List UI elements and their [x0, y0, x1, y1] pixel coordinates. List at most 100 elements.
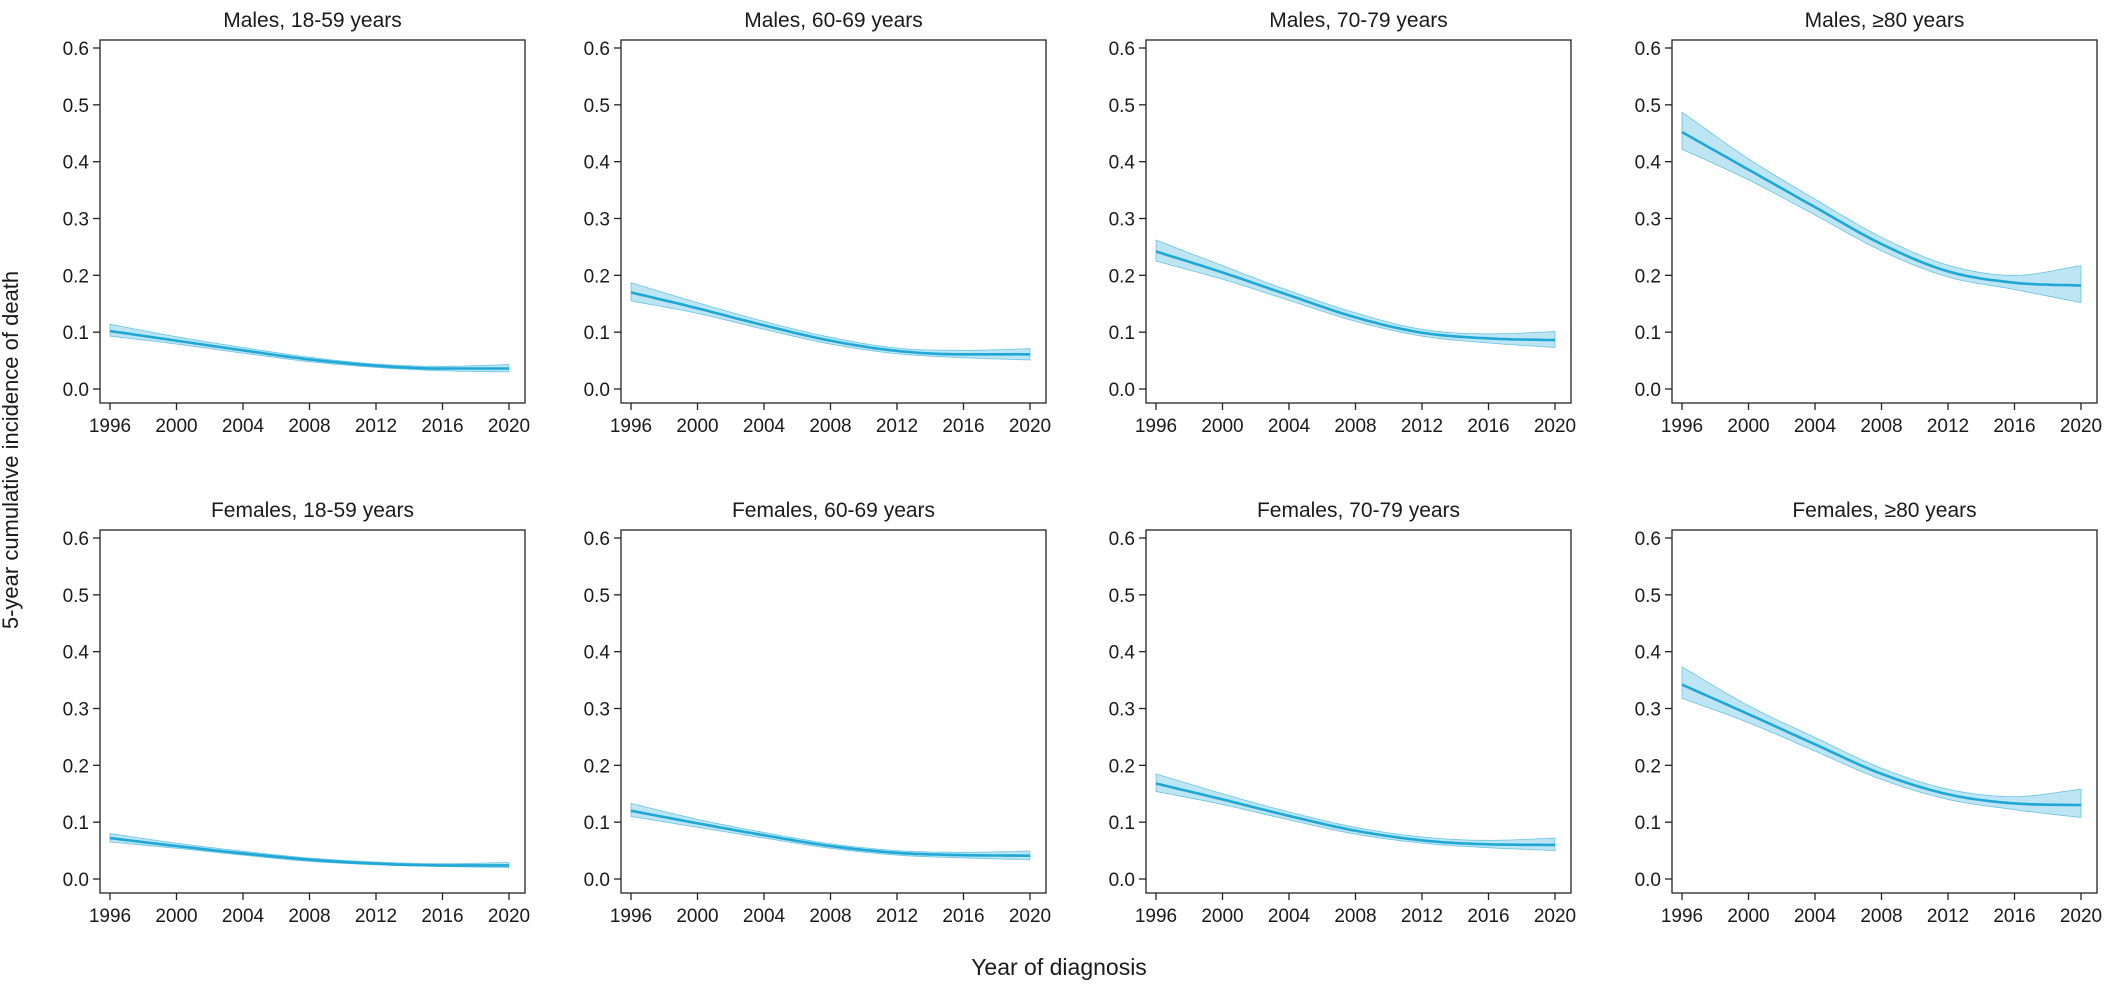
x-tick-label: 2016 [1993, 906, 2035, 927]
x-tick-label: 2004 [1268, 906, 1311, 927]
x-tick-label: 2012 [876, 906, 918, 927]
y-tick-label: 0.2 [1109, 756, 1135, 777]
x-tick-label: 2000 [1727, 906, 1769, 927]
y-tick-label: 0.4 [1109, 643, 1136, 664]
chart-panel: Females, ≥80 years 0.0 0.1 0.2 0.3 0.4 0.5 0.6 1… [1635, 499, 2103, 927]
confidence-band [109, 323, 510, 373]
panel-title: Females, 60-69 years [732, 499, 935, 522]
x-tick-label: 2016 [942, 416, 984, 437]
panel-frame [1145, 39, 1572, 404]
confidence-band [630, 282, 1031, 361]
chart-panel: Females, 60-69 years 0.0 0.1 0.2 0.3 0.4 0.5 0.… [584, 499, 1052, 927]
x-tick-label: 2016 [1993, 416, 2035, 437]
x-tick-label: 2020 [1009, 416, 1051, 437]
y-tick-label: 0.6 [63, 529, 89, 550]
y-tick-label: 0.3 [1109, 700, 1135, 721]
y-tick-label: 0.6 [584, 529, 610, 550]
y-tick-label: 0.0 [584, 870, 610, 891]
y-tick-label: 0.1 [1109, 813, 1135, 834]
y-tick-label: 0.3 [1635, 700, 1661, 721]
y-tick-label: 0.0 [63, 870, 89, 891]
confidence-band [1681, 666, 2082, 819]
panels-grid: Males, 18-59 years 0.0 0.1 0.2 0.3 0.4 0.5 0.6 1… [63, 9, 2103, 927]
chart-panel: Males, 18-59 years 0.0 0.1 0.2 0.3 0.4 0.5 0.6 1… [63, 9, 531, 437]
x-tick-label: 2000 [155, 416, 197, 437]
series-line [630, 291, 1030, 356]
y-tick-label: 0.6 [1635, 39, 1661, 60]
x-tick-label: 2016 [942, 906, 984, 927]
y-tick-label: 0.3 [63, 210, 89, 231]
y-tick-label: 0.2 [1635, 756, 1661, 777]
y-tick-label: 0.0 [584, 380, 610, 401]
x-tick-label: 2012 [1401, 416, 1443, 437]
x-tick-label: 2020 [1534, 416, 1576, 437]
y-tick-label: 0.3 [1635, 210, 1661, 231]
y-tick-label: 0.2 [1109, 266, 1135, 287]
x-tick-label: 2012 [1927, 416, 1969, 437]
x-tick-label: 2004 [222, 906, 265, 927]
x-tick-label: 2004 [1794, 416, 1837, 437]
chart-panel: Females, 70-79 years 0.0 0.1 0.2 0.3 0.4 0.5 0.… [1109, 499, 1577, 927]
x-tick-label: 2020 [2060, 416, 2102, 437]
y-tick-label: 0.1 [1635, 323, 1661, 344]
confidence-band [1155, 773, 1556, 852]
y-tick-label: 0.2 [584, 266, 610, 287]
series-line [1155, 250, 1556, 342]
y-tick-label: 0.4 [1109, 153, 1136, 174]
x-tick-label: 2004 [222, 416, 265, 437]
chart-panel: Females, 18-59 years 0.0 0.1 0.2 0.3 0.4 0.5 0.… [63, 499, 531, 927]
panel-frame [620, 39, 1047, 404]
x-tick-label: 1996 [1661, 416, 1703, 437]
y-tick-label: 0.5 [1109, 96, 1135, 117]
panel-frame [620, 529, 1047, 894]
y-tick-label: 0.0 [1635, 380, 1661, 401]
x-tick-label: 2020 [488, 416, 530, 437]
x-tick-label: 2000 [1727, 416, 1769, 437]
panel-title: Females, ≥80 years [1792, 499, 1976, 522]
x-tick-label: 1996 [610, 906, 652, 927]
y-tick-label: 0.6 [1109, 39, 1135, 60]
y-tick-label: 0.5 [584, 586, 610, 607]
x-tick-label: 2016 [1467, 416, 1509, 437]
x-tick-label: 2000 [676, 906, 718, 927]
x-tick-label: 2008 [809, 906, 851, 927]
series-line [630, 809, 1030, 857]
x-tick-label: 2004 [1794, 906, 1837, 927]
x-tick-label: 2008 [1334, 906, 1376, 927]
x-tick-label: 2000 [1201, 906, 1243, 927]
y-tick-label: 0.6 [1635, 529, 1661, 550]
x-tick-label: 2004 [743, 906, 786, 927]
panel-frame [1145, 529, 1572, 894]
panel-title: Males, 60-69 years [744, 9, 923, 32]
panel-title: Males, ≥80 years [1805, 9, 1965, 32]
x-tick-label: 2004 [743, 416, 786, 437]
panel-title: Males, 18-59 years [223, 9, 402, 32]
y-tick-label: 0.5 [1635, 96, 1661, 117]
x-tick-label: 2012 [355, 416, 397, 437]
x-tick-label: 2020 [1009, 906, 1051, 927]
y-tick-label: 0.4 [1635, 153, 1662, 174]
y-tick-label: 0.3 [584, 700, 610, 721]
x-tick-label: 2008 [1334, 416, 1376, 437]
x-tick-label: 2020 [1534, 906, 1576, 927]
y-tick-label: 0.4 [63, 643, 90, 664]
series-line [109, 329, 509, 370]
y-tick-label: 0.2 [584, 756, 610, 777]
x-tick-label: 2012 [1401, 906, 1443, 927]
y-tick-label: 0.5 [63, 586, 89, 607]
y-tick-label: 0.1 [63, 813, 89, 834]
y-tick-label: 0.3 [1109, 210, 1135, 231]
series-line [1155, 782, 1555, 847]
panel-title: Males, 70-79 years [1269, 9, 1448, 32]
x-tick-label: 2016 [421, 906, 463, 927]
x-tick-label: 1996 [1661, 906, 1703, 927]
confidence-band [630, 802, 1031, 861]
y-tick-label: 0.1 [584, 323, 610, 344]
y-tick-label: 0.5 [584, 96, 610, 117]
y-tick-label: 0.0 [1109, 870, 1135, 891]
y-tick-label: 0.5 [63, 96, 89, 117]
chart-panel: Males, 70-79 years 0.0 0.1 0.2 0.3 0.4 0.5 0.6 1… [1109, 9, 1577, 437]
x-axis-title: Year of diagnosis [971, 954, 1147, 980]
panel-frame [1671, 39, 2098, 404]
